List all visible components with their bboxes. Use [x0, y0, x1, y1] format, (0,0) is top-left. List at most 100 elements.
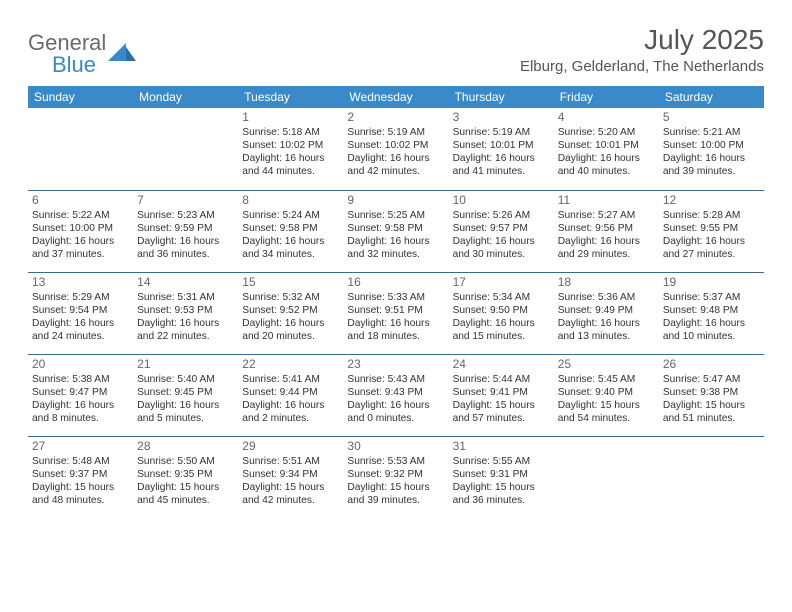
day-number: 7	[137, 193, 234, 208]
calendar-week-row: 27Sunrise: 5:48 AMSunset: 9:37 PMDayligh…	[28, 436, 764, 518]
calendar-day-cell: 9Sunrise: 5:25 AMSunset: 9:58 PMDaylight…	[343, 190, 448, 272]
day-info: Sunrise: 5:53 AMSunset: 9:32 PMDaylight:…	[347, 455, 444, 507]
calendar-day-cell: 29Sunrise: 5:51 AMSunset: 9:34 PMDayligh…	[238, 436, 343, 518]
day-info: Sunrise: 5:50 AMSunset: 9:35 PMDaylight:…	[137, 455, 234, 507]
calendar-day-cell: 4Sunrise: 5:20 AMSunset: 10:01 PMDayligh…	[554, 108, 659, 190]
calendar-day-cell: 10Sunrise: 5:26 AMSunset: 9:57 PMDayligh…	[449, 190, 554, 272]
header-right: July 2025 Elburg, Gelderland, The Nether…	[520, 24, 764, 75]
calendar-week-row: 1Sunrise: 5:18 AMSunset: 10:02 PMDayligh…	[28, 108, 764, 190]
day-number: 24	[453, 357, 550, 372]
calendar-day-cell	[554, 436, 659, 518]
day-number: 31	[453, 439, 550, 454]
logo-text-block: General Blue	[28, 30, 106, 78]
calendar-day-cell	[133, 108, 238, 190]
calendar-day-cell: 23Sunrise: 5:43 AMSunset: 9:43 PMDayligh…	[343, 354, 448, 436]
day-number: 3	[453, 110, 550, 125]
day-number: 20	[32, 357, 129, 372]
day-number: 30	[347, 439, 444, 454]
calendar-day-cell: 22Sunrise: 5:41 AMSunset: 9:44 PMDayligh…	[238, 354, 343, 436]
calendar-day-cell: 5Sunrise: 5:21 AMSunset: 10:00 PMDayligh…	[659, 108, 764, 190]
day-number: 18	[558, 275, 655, 290]
calendar-day-cell: 18Sunrise: 5:36 AMSunset: 9:49 PMDayligh…	[554, 272, 659, 354]
day-info: Sunrise: 5:26 AMSunset: 9:57 PMDaylight:…	[453, 209, 550, 261]
calendar-table: SundayMondayTuesdayWednesdayThursdayFrid…	[28, 86, 764, 518]
day-number: 6	[32, 193, 129, 208]
calendar-day-cell: 8Sunrise: 5:24 AMSunset: 9:58 PMDaylight…	[238, 190, 343, 272]
day-info: Sunrise: 5:18 AMSunset: 10:02 PMDaylight…	[242, 126, 339, 178]
day-number: 22	[242, 357, 339, 372]
calendar-day-cell: 13Sunrise: 5:29 AMSunset: 9:54 PMDayligh…	[28, 272, 133, 354]
day-number: 16	[347, 275, 444, 290]
day-number: 5	[663, 110, 760, 125]
day-number: 27	[32, 439, 129, 454]
day-info: Sunrise: 5:32 AMSunset: 9:52 PMDaylight:…	[242, 291, 339, 343]
month-title: July 2025	[520, 24, 764, 56]
calendar-day-cell: 25Sunrise: 5:45 AMSunset: 9:40 PMDayligh…	[554, 354, 659, 436]
day-info: Sunrise: 5:45 AMSunset: 9:40 PMDaylight:…	[558, 373, 655, 425]
calendar-day-cell: 27Sunrise: 5:48 AMSunset: 9:37 PMDayligh…	[28, 436, 133, 518]
weekday-header: Monday	[133, 86, 238, 108]
calendar-day-cell: 3Sunrise: 5:19 AMSunset: 10:01 PMDayligh…	[449, 108, 554, 190]
day-number: 23	[347, 357, 444, 372]
page-header: General Blue July 2025 Elburg, Gelderlan…	[28, 24, 764, 78]
calendar-day-cell: 12Sunrise: 5:28 AMSunset: 9:55 PMDayligh…	[659, 190, 764, 272]
day-number: 29	[242, 439, 339, 454]
calendar-day-cell: 2Sunrise: 5:19 AMSunset: 10:02 PMDayligh…	[343, 108, 448, 190]
day-info: Sunrise: 5:37 AMSunset: 9:48 PMDaylight:…	[663, 291, 760, 343]
weekday-header: Wednesday	[343, 86, 448, 108]
day-number: 2	[347, 110, 444, 125]
day-info: Sunrise: 5:29 AMSunset: 9:54 PMDaylight:…	[32, 291, 129, 343]
day-number: 26	[663, 357, 760, 372]
day-info: Sunrise: 5:48 AMSunset: 9:37 PMDaylight:…	[32, 455, 129, 507]
location-text: Elburg, Gelderland, The Netherlands	[520, 58, 764, 75]
weekday-header: Friday	[554, 86, 659, 108]
calendar-week-row: 6Sunrise: 5:22 AMSunset: 10:00 PMDayligh…	[28, 190, 764, 272]
day-info: Sunrise: 5:23 AMSunset: 9:59 PMDaylight:…	[137, 209, 234, 261]
calendar-day-cell: 26Sunrise: 5:47 AMSunset: 9:38 PMDayligh…	[659, 354, 764, 436]
day-number: 12	[663, 193, 760, 208]
day-info: Sunrise: 5:33 AMSunset: 9:51 PMDaylight:…	[347, 291, 444, 343]
calendar-day-cell	[659, 436, 764, 518]
day-number: 15	[242, 275, 339, 290]
calendar-day-cell: 6Sunrise: 5:22 AMSunset: 10:00 PMDayligh…	[28, 190, 133, 272]
day-number: 21	[137, 357, 234, 372]
day-info: Sunrise: 5:43 AMSunset: 9:43 PMDaylight:…	[347, 373, 444, 425]
weekday-header: Tuesday	[238, 86, 343, 108]
day-number: 9	[347, 193, 444, 208]
day-number: 8	[242, 193, 339, 208]
day-info: Sunrise: 5:47 AMSunset: 9:38 PMDaylight:…	[663, 373, 760, 425]
calendar-header-row: SundayMondayTuesdayWednesdayThursdayFrid…	[28, 86, 764, 108]
calendar-body: 1Sunrise: 5:18 AMSunset: 10:02 PMDayligh…	[28, 108, 764, 518]
weekday-header: Thursday	[449, 86, 554, 108]
calendar-day-cell: 14Sunrise: 5:31 AMSunset: 9:53 PMDayligh…	[133, 272, 238, 354]
day-number: 1	[242, 110, 339, 125]
day-number: 14	[137, 275, 234, 290]
day-info: Sunrise: 5:22 AMSunset: 10:00 PMDaylight…	[32, 209, 129, 261]
day-info: Sunrise: 5:19 AMSunset: 10:01 PMDaylight…	[453, 126, 550, 178]
day-number: 4	[558, 110, 655, 125]
calendar-day-cell	[28, 108, 133, 190]
calendar-day-cell: 21Sunrise: 5:40 AMSunset: 9:45 PMDayligh…	[133, 354, 238, 436]
calendar-day-cell: 20Sunrise: 5:38 AMSunset: 9:47 PMDayligh…	[28, 354, 133, 436]
calendar-day-cell: 30Sunrise: 5:53 AMSunset: 9:32 PMDayligh…	[343, 436, 448, 518]
weekday-header: Sunday	[28, 86, 133, 108]
day-info: Sunrise: 5:27 AMSunset: 9:56 PMDaylight:…	[558, 209, 655, 261]
day-info: Sunrise: 5:55 AMSunset: 9:31 PMDaylight:…	[453, 455, 550, 507]
day-info: Sunrise: 5:19 AMSunset: 10:02 PMDaylight…	[347, 126, 444, 178]
day-info: Sunrise: 5:20 AMSunset: 10:01 PMDaylight…	[558, 126, 655, 178]
calendar-day-cell: 15Sunrise: 5:32 AMSunset: 9:52 PMDayligh…	[238, 272, 343, 354]
day-number: 10	[453, 193, 550, 208]
day-info: Sunrise: 5:24 AMSunset: 9:58 PMDaylight:…	[242, 209, 339, 261]
day-info: Sunrise: 5:51 AMSunset: 9:34 PMDaylight:…	[242, 455, 339, 507]
day-info: Sunrise: 5:28 AMSunset: 9:55 PMDaylight:…	[663, 209, 760, 261]
day-number: 25	[558, 357, 655, 372]
logo-triangle-icon	[108, 43, 136, 65]
weekday-header: Saturday	[659, 86, 764, 108]
calendar-page: General Blue July 2025 Elburg, Gelderlan…	[0, 0, 792, 536]
calendar-day-cell: 17Sunrise: 5:34 AMSunset: 9:50 PMDayligh…	[449, 272, 554, 354]
calendar-day-cell: 24Sunrise: 5:44 AMSunset: 9:41 PMDayligh…	[449, 354, 554, 436]
calendar-day-cell: 28Sunrise: 5:50 AMSunset: 9:35 PMDayligh…	[133, 436, 238, 518]
day-number: 13	[32, 275, 129, 290]
day-number: 28	[137, 439, 234, 454]
calendar-day-cell: 7Sunrise: 5:23 AMSunset: 9:59 PMDaylight…	[133, 190, 238, 272]
